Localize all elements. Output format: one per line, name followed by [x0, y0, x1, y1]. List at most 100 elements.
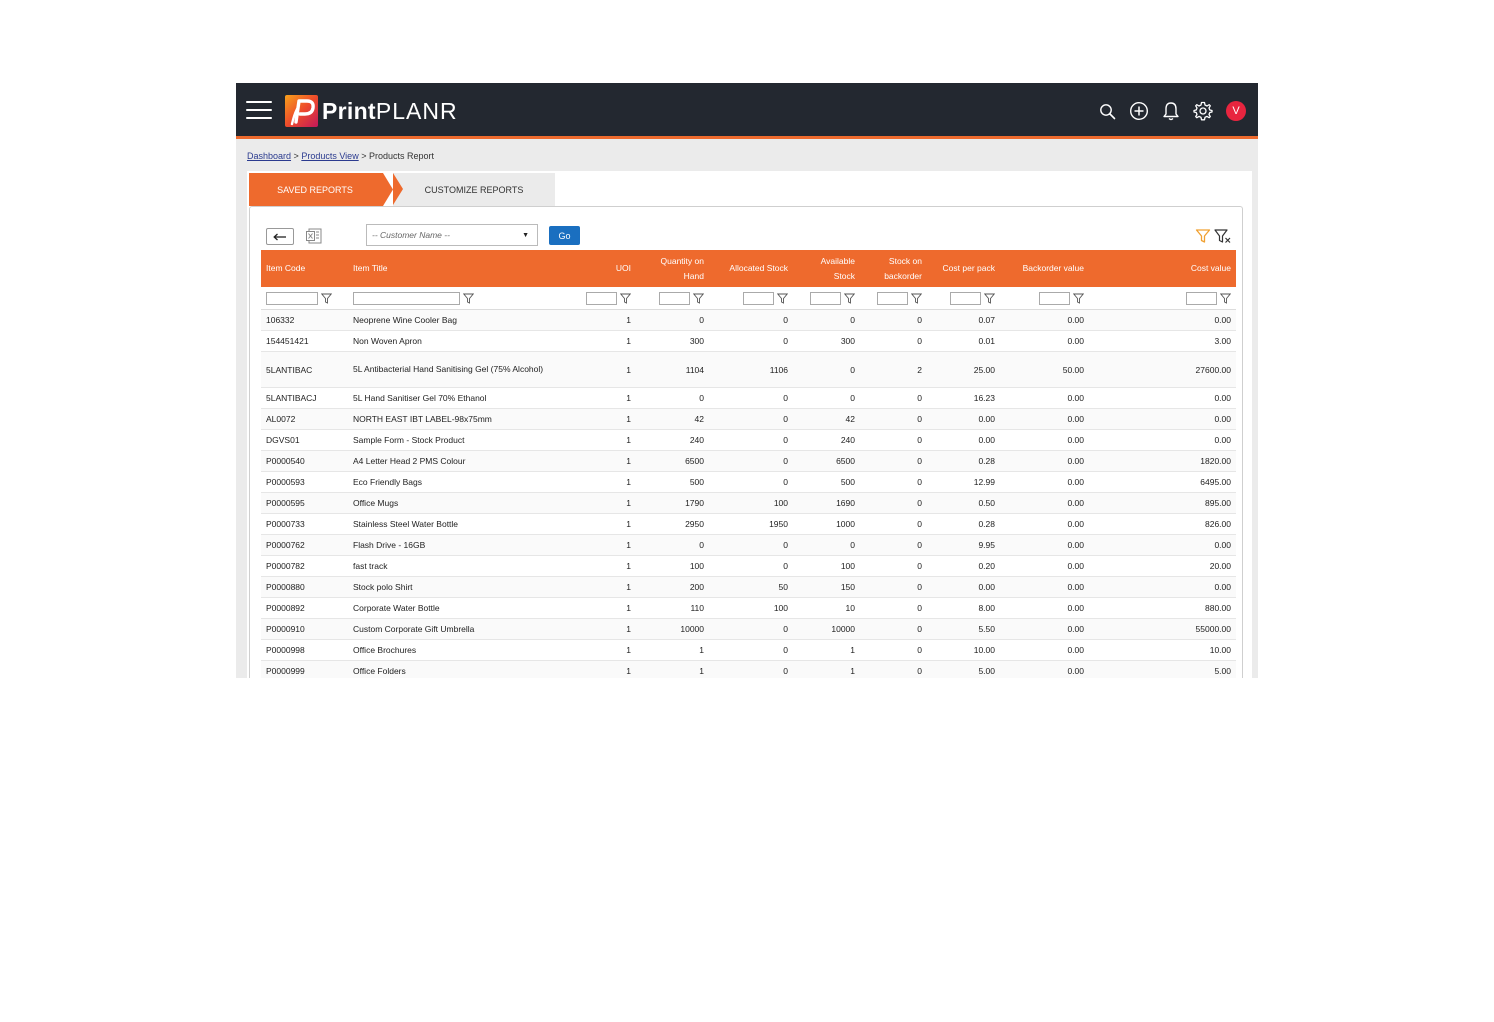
- column-header-cost-value[interactable]: Cost value: [1089, 250, 1236, 287]
- filter-icon[interactable]: [1072, 293, 1085, 304]
- cell-allocated-stock: 0: [709, 309, 793, 331]
- filter-clear-icon[interactable]: [1214, 228, 1231, 244]
- column-header-stock-on-backorder[interactable]: Stock on backorder: [860, 250, 927, 287]
- table-row[interactable]: P0000999 Office Folders 1 1 0 1 0 5.00 0.00 5.00: [261, 660, 1236, 678]
- cell-available-stock: 10000: [793, 618, 860, 640]
- back-button[interactable]: [266, 228, 294, 245]
- filter-input-available-stock[interactable]: [810, 291, 841, 305]
- go-button[interactable]: Go: [549, 226, 580, 245]
- filter-icon[interactable]: [1219, 293, 1232, 304]
- hamburger-icon[interactable]: [246, 101, 272, 121]
- filter-icon[interactable]: [910, 293, 923, 304]
- plus-circle-icon[interactable]: [1128, 100, 1150, 122]
- table-row[interactable]: P0000593 Eco Friendly Bags 1 500 0 500 0 12.99 0…: [261, 471, 1236, 493]
- table-row[interactable]: P0000998 Office Brochures 1 1 0 1 0 10.00 0.00 10…: [261, 639, 1236, 661]
- cell-allocated-stock: 100: [709, 597, 793, 619]
- filter-icon[interactable]: [320, 293, 333, 304]
- cell-stock-on-backorder: 0: [860, 597, 927, 619]
- table-row[interactable]: P0000910 Custom Corporate Gift Umbrella 1 1…: [261, 618, 1236, 640]
- table-row[interactable]: P0000880 Stock polo Shirt 1 200 50 150 0 0.00 0.…: [261, 576, 1236, 598]
- cell-item-code: 106332: [261, 309, 348, 331]
- filter-input-stock-on-backorder[interactable]: [877, 291, 908, 305]
- cell-item-title: Non Woven Apron: [348, 330, 572, 352]
- column-header-quantity-on-hand[interactable]: Quantity on Hand: [636, 250, 709, 287]
- table-row[interactable]: DGVS01 Sample Form - Stock Product 1 240 0 24…: [261, 429, 1236, 451]
- filter-input-cost-value[interactable]: [1186, 291, 1217, 305]
- arrow-left-icon: [273, 233, 286, 240]
- table-row[interactable]: 5LANTIBACJ 5L Hand Sanitiser Gel 70% Etha…: [261, 387, 1236, 409]
- cell-cost-value: 0.00: [1089, 387, 1236, 409]
- column-header-item-code[interactable]: Item Code: [261, 250, 348, 287]
- column-header-allocated-stock[interactable]: Allocated Stock: [709, 250, 793, 287]
- cell-backorder-value: 0.00: [1000, 309, 1089, 331]
- filter-icon[interactable]: [692, 293, 705, 304]
- filter-input-cost-per-pack[interactable]: [950, 291, 981, 305]
- filter-icon[interactable]: [983, 293, 996, 304]
- table-row[interactable]: P0000540 A4 Letter Head 2 PMS Colour 1 6500…: [261, 450, 1236, 472]
- cell-cost-per-pack: 0.28: [927, 513, 1000, 535]
- cell-available-stock: 240: [793, 429, 860, 451]
- cell-cost-per-pack: 12.99: [927, 471, 1000, 493]
- tab-saved-reports[interactable]: SAVED REPORTS: [249, 173, 393, 206]
- cell-allocated-stock: 0: [709, 408, 793, 430]
- cell-cost-value: 0.00: [1089, 408, 1236, 430]
- table-row[interactable]: 106332 Neoprene Wine Cooler Bag 1 0 0 0 0 0.07 0…: [261, 309, 1236, 331]
- printplanr-logo[interactable]: PrintPLANR: [285, 94, 458, 128]
- table-row[interactable]: 154451421 Non Woven Apron 1 300 0 300 0 0.01 0.0…: [261, 330, 1236, 352]
- filter-icon[interactable]: [776, 293, 789, 304]
- cell-cost-per-pack: 0.28: [927, 450, 1000, 472]
- cell-uoi: 1: [572, 408, 636, 430]
- table-row[interactable]: P0000733 Stainless Steel Water Bottle 1 295…: [261, 513, 1236, 535]
- filter-icon[interactable]: [462, 293, 475, 304]
- breadcrumb-products-view-link[interactable]: Products View: [301, 151, 359, 161]
- cell-cost-value: 826.00: [1089, 513, 1236, 535]
- breadcrumb-dashboard-link[interactable]: Dashboard: [247, 151, 292, 161]
- table-row[interactable]: AL0072 NORTH EAST IBT LABEL-98x75mm 1 42 0 42…: [261, 408, 1236, 430]
- filter-icon[interactable]: [843, 293, 856, 304]
- cell-cost-value: 1820.00: [1089, 450, 1236, 472]
- filter-input-item-code[interactable]: [266, 291, 318, 305]
- cell-stock-on-backorder: 0: [860, 408, 927, 430]
- cell-cost-per-pack: 0.20: [927, 555, 1000, 577]
- cell-backorder-value: 0.00: [1000, 330, 1089, 352]
- filter-input-backorder-value[interactable]: [1039, 291, 1070, 305]
- column-header-backorder-value[interactable]: Backorder value: [1000, 250, 1089, 287]
- cell-item-code: P0000910: [261, 618, 348, 640]
- cell-quantity-on-hand: 2950: [636, 513, 709, 535]
- table-row[interactable]: P0000595 Office Mugs 1 1790 100 1690 0 0.50 0.00…: [261, 492, 1236, 514]
- filter-input-allocated-stock[interactable]: [743, 291, 774, 305]
- table-row[interactable]: P0000762 Flash Drive - 16GB 1 0 0 0 0 9.95 0.00 0…: [261, 534, 1236, 556]
- table-row[interactable]: 5LANTIBAC 5L Antibacterial Hand Sanitisin…: [261, 351, 1236, 388]
- cell-backorder-value: 0.00: [1000, 450, 1089, 472]
- filter-icon[interactable]: [619, 293, 632, 304]
- cell-item-code: P0000762: [261, 534, 348, 556]
- column-header-uoi[interactable]: UOI: [572, 250, 636, 287]
- user-avatar[interactable]: V: [1226, 101, 1246, 121]
- cell-quantity-on-hand: 240: [636, 429, 709, 451]
- cell-backorder-value: 0.00: [1000, 387, 1089, 409]
- cell-item-code: P0000998: [261, 639, 348, 661]
- table-row[interactable]: P0000782 fast track 1 100 0 100 0 0.20 0.00 20.00: [261, 555, 1236, 577]
- products-report-table: Item Code Item Title UOI Quantity on Han…: [261, 250, 1236, 678]
- cell-cost-value: 27600.00: [1089, 351, 1236, 388]
- filter-input-uoi[interactable]: [586, 291, 617, 305]
- column-header-cost-per-pack[interactable]: Cost per pack: [927, 250, 1000, 287]
- cell-stock-on-backorder: 0: [860, 330, 927, 352]
- filter-icon[interactable]: [1195, 228, 1211, 244]
- cell-stock-on-backorder: 0: [860, 450, 927, 472]
- gear-icon[interactable]: [1192, 100, 1214, 122]
- column-header-item-title[interactable]: Item Title: [348, 250, 572, 287]
- filter-input-item-title[interactable]: [353, 291, 460, 305]
- search-icon[interactable]: [1096, 100, 1118, 122]
- column-header-available-stock[interactable]: Available Stock: [793, 250, 860, 287]
- bell-icon[interactable]: [1160, 100, 1182, 122]
- cell-quantity-on-hand: 200: [636, 576, 709, 598]
- cell-cost-value: 0.00: [1089, 534, 1236, 556]
- excel-icon[interactable]: [306, 228, 322, 244]
- tab-customize-reports[interactable]: CUSTOMIZE REPORTS: [393, 173, 555, 206]
- cell-uoi: 1: [572, 351, 636, 388]
- cell-backorder-value: 0.00: [1000, 618, 1089, 640]
- filter-input-quantity-on-hand[interactable]: [659, 291, 690, 305]
- customer-name-select[interactable]: -- Customer Name -- ▼: [366, 224, 538, 246]
- table-row[interactable]: P0000892 Corporate Water Bottle 1 110 100 10 0…: [261, 597, 1236, 619]
